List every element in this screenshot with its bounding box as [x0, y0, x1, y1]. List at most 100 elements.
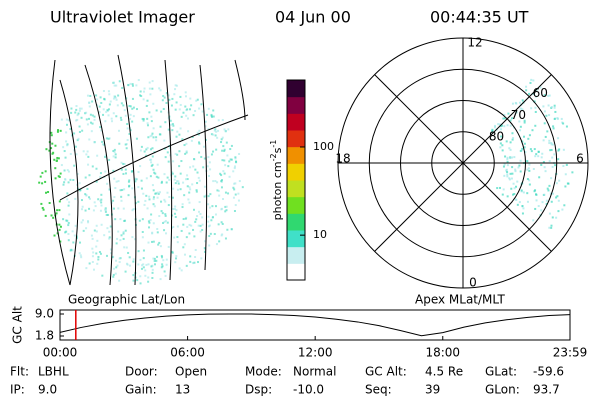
pixel	[128, 185, 131, 188]
pixel	[513, 156, 516, 159]
pixel	[168, 147, 171, 150]
footer-key: Seq:	[365, 383, 392, 397]
pixel	[138, 219, 141, 222]
pixel	[152, 257, 155, 260]
pixel	[181, 138, 184, 141]
pixel	[183, 243, 186, 246]
pixel	[557, 137, 560, 140]
colorbar-segment	[287, 213, 305, 231]
pixel	[118, 142, 121, 145]
polar-spoke	[374, 74, 552, 252]
pixel	[80, 116, 83, 119]
lat-label: 60	[533, 86, 548, 100]
pixel	[183, 194, 186, 197]
pixel	[42, 208, 45, 211]
pixel	[150, 240, 153, 243]
pixel	[564, 173, 567, 176]
pixel	[533, 190, 536, 193]
pixel	[234, 157, 237, 160]
pixel	[174, 108, 177, 111]
pixel	[81, 208, 84, 211]
pixel	[107, 90, 110, 93]
pixel	[186, 108, 189, 111]
pixel	[183, 144, 186, 147]
pixel	[192, 114, 195, 117]
pixel	[170, 104, 173, 107]
pixel	[550, 177, 553, 180]
pixel	[195, 189, 198, 192]
pixel	[147, 276, 150, 279]
pixel	[79, 189, 82, 192]
pixel	[115, 259, 118, 262]
pixel	[560, 117, 563, 120]
pixel	[67, 204, 70, 207]
pixel	[85, 153, 88, 156]
pixel	[108, 93, 111, 96]
pixel	[550, 106, 553, 109]
pixel	[58, 223, 61, 226]
pixel	[233, 188, 236, 191]
pixel	[82, 150, 85, 153]
pixel	[67, 239, 70, 242]
pixel	[131, 107, 134, 110]
pixel	[185, 150, 188, 153]
pixel	[201, 216, 204, 219]
pixel	[116, 237, 119, 240]
pixel	[122, 237, 125, 240]
pixel	[550, 148, 553, 151]
pixel	[152, 196, 155, 199]
pixel	[165, 263, 168, 266]
pixel	[120, 168, 123, 171]
footer-key: Mode:	[245, 365, 282, 379]
pixel	[521, 140, 524, 143]
pixel	[179, 95, 182, 98]
pixel	[127, 180, 130, 183]
pixel	[151, 184, 154, 187]
pixel	[44, 180, 47, 183]
pixel	[100, 129, 103, 132]
pixel	[140, 145, 143, 148]
pixel	[519, 107, 522, 110]
pixel	[129, 113, 132, 116]
pixel	[183, 253, 186, 256]
pixel	[544, 135, 547, 138]
pixel	[175, 257, 178, 260]
colorbar-segment	[287, 180, 305, 198]
pixel	[526, 178, 529, 181]
pixel	[207, 220, 210, 223]
pixel	[108, 236, 111, 239]
pixel	[537, 205, 540, 208]
pixel	[100, 223, 103, 226]
pixel	[89, 94, 92, 97]
pixel	[547, 94, 550, 97]
pixel	[91, 100, 94, 103]
pixel	[511, 132, 514, 135]
pixel	[79, 241, 82, 244]
pixel	[71, 249, 74, 252]
pixel	[119, 218, 122, 221]
pixel	[107, 137, 110, 140]
pixel	[511, 166, 514, 169]
pixel	[88, 105, 91, 108]
pixel	[206, 113, 209, 116]
pixel	[108, 137, 111, 140]
pixel	[552, 127, 555, 130]
pixel	[529, 148, 532, 151]
pixel	[172, 160, 175, 163]
pixel	[141, 264, 144, 267]
pixel	[140, 179, 143, 182]
pixel	[146, 122, 149, 125]
pixel	[67, 224, 70, 227]
pixel	[503, 174, 506, 177]
pixel	[538, 176, 541, 179]
pixel	[207, 195, 210, 198]
pixel	[142, 257, 145, 260]
pixel	[114, 218, 117, 221]
pixel	[75, 105, 78, 108]
pixel	[519, 170, 522, 173]
pixel	[149, 135, 152, 138]
pixel	[199, 230, 202, 233]
pixel	[152, 198, 155, 201]
pixel	[104, 170, 107, 173]
pixel	[66, 169, 69, 172]
